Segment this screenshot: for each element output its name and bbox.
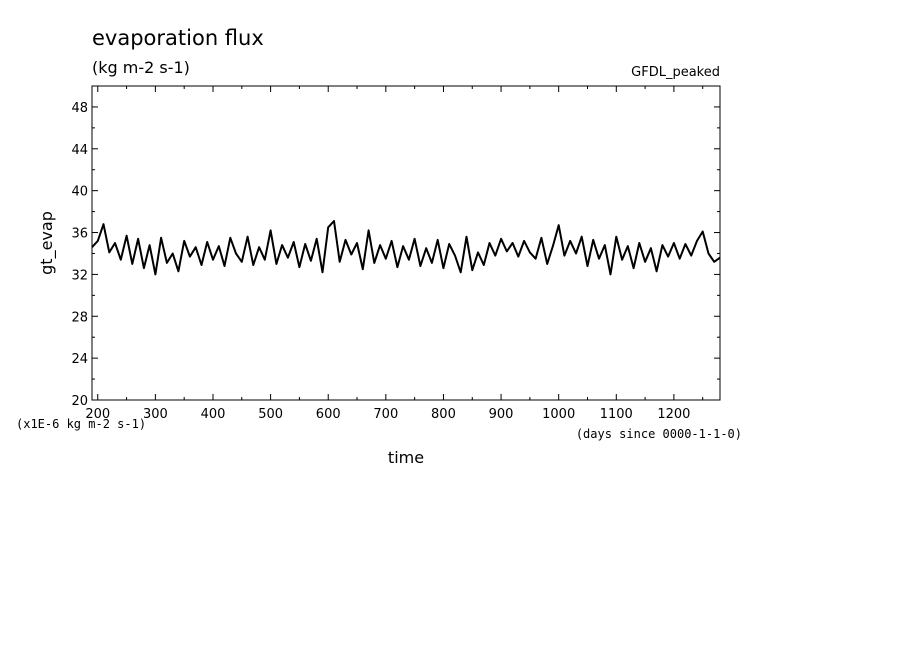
x-axis-tick-labels: 200 300 400 500 600 700 800 900 1000 1100 1200: [85, 407, 690, 422]
y-axis-tick-labels: 20 24 28 32 36 40 44 48: [71, 101, 88, 409]
x-tick-label: 1100: [600, 407, 633, 422]
chart-title: evaporation flux: [92, 26, 264, 50]
dataset-label: GFDL_peaked: [631, 65, 720, 80]
y-tick-label: 28: [71, 310, 88, 325]
y-tick-label: 40: [71, 185, 88, 200]
x-tick-label: 500: [258, 407, 283, 422]
x-tick-label: 1200: [657, 407, 690, 422]
y-tick-label: 32: [71, 268, 88, 283]
x-tick-label: 400: [201, 407, 226, 422]
x-tick-label: 800: [431, 407, 456, 422]
x-axis-ticks: [97, 86, 704, 400]
x-axis-label: time: [388, 448, 424, 467]
y-tick-label: 20: [71, 394, 88, 409]
plot-frame: [91, 85, 721, 401]
y-tick-label: 44: [71, 143, 88, 158]
x-tick-label: 600: [316, 407, 341, 422]
chart-subtitle: (kg m-2 s-1): [92, 58, 190, 77]
x-tick-label: 900: [489, 407, 514, 422]
x-tick-label: 200: [85, 407, 110, 422]
y-axis-ticks: [92, 85, 720, 401]
y-axis-label: gt_evap: [37, 211, 57, 275]
y-tick-label: 36: [71, 227, 88, 242]
y-tick-label: 24: [71, 352, 88, 367]
x-tick-label: 1000: [542, 407, 575, 422]
x-tick-label: 700: [373, 407, 398, 422]
series-line-gt-evap: [91, 220, 721, 276]
x-tick-label: 300: [143, 407, 168, 422]
y-tick-label: 48: [71, 101, 88, 116]
x-units-note: (days since 0000-1-1-0): [576, 427, 742, 441]
y-scale-note: (x1E-6 kg m-2 s-1): [16, 417, 146, 431]
